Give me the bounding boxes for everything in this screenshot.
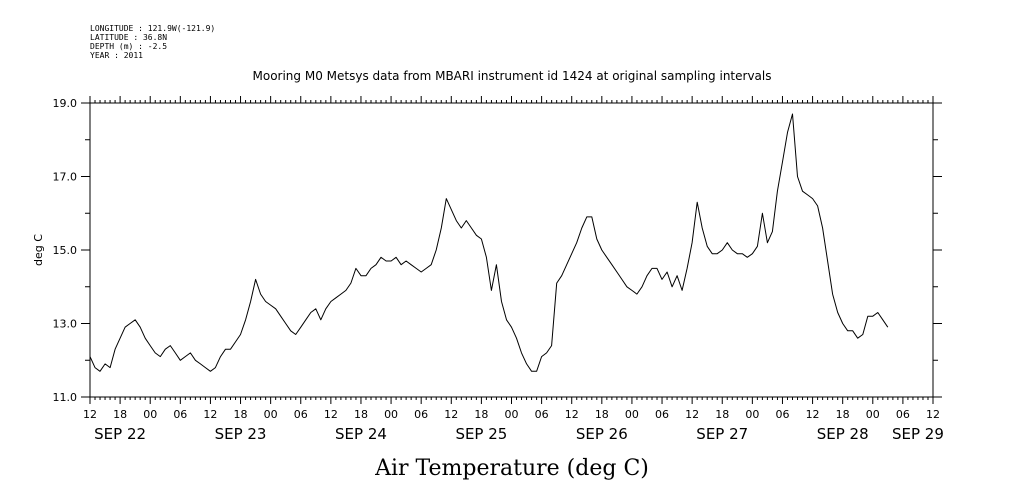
x-tick-label: 00 — [625, 408, 639, 421]
x-date-label: SEP 27 — [696, 425, 748, 443]
x-date-label: SEP 28 — [817, 425, 869, 443]
meta-line-latitude: LATITUDE : 36.8N — [90, 33, 167, 42]
x-tick-label: 00 — [745, 408, 759, 421]
x-tick-label: 18 — [113, 408, 127, 421]
x-date-label: SEP 24 — [335, 425, 387, 443]
axis-labels: 12 18 00 06 12 18 00 06 12 18 00 06 12 18 00 06 12 18 00 06… — [53, 97, 944, 443]
x-tick-label: 12 — [926, 408, 940, 421]
chart-title: Mooring M0 Metsys data from MBARI instru… — [253, 69, 772, 83]
x-date-label: SEP 29 — [892, 425, 944, 443]
plot-frame — [89, 102, 934, 398]
meta-line-year: YEAR : 2011 — [90, 51, 143, 60]
x-tick-label: 06 — [414, 408, 428, 421]
x-axis-label: Air Temperature (deg C) — [374, 456, 649, 481]
y-tick-label: 13.0 — [53, 318, 78, 331]
x-date-label: SEP 23 — [215, 425, 267, 443]
y-axis-label: deg C — [32, 234, 45, 266]
x-tick-label: 18 — [234, 408, 248, 421]
x-tick-label: 00 — [143, 408, 157, 421]
x-tick-label: 18 — [595, 408, 609, 421]
meta-line-longitude: LONGITUDE : 121.9W(-121.9) — [90, 24, 215, 33]
x-date-label: SEP 26 — [576, 425, 628, 443]
y-tick-label: 15.0 — [53, 244, 78, 257]
x-tick-label: 00 — [505, 408, 519, 421]
metadata-block: LONGITUDE : 121.9W(-121.9) LATITUDE : 36… — [90, 24, 215, 60]
x-tick-label: 00 — [264, 408, 278, 421]
x-tick-label: 06 — [655, 408, 669, 421]
y-tick-label: 11.0 — [53, 391, 78, 404]
x-tick-label: 12 — [324, 408, 338, 421]
x-tick-label: 00 — [384, 408, 398, 421]
x-tick-label: 06 — [173, 408, 187, 421]
meta-line-depth: DEPTH (m) : -2.5 — [90, 42, 167, 51]
x-tick-label: 06 — [896, 408, 910, 421]
x-tick-label: 06 — [775, 408, 789, 421]
x-tick-label: 06 — [294, 408, 308, 421]
x-tick-label: 18 — [354, 408, 368, 421]
x-tick-label: 18 — [836, 408, 850, 421]
y-tick-label: 19.0 — [53, 97, 78, 110]
x-tick-label: 12 — [83, 408, 97, 421]
x-tick-label: 12 — [685, 408, 699, 421]
x-tick-label: 00 — [866, 408, 880, 421]
axis-ticks — [81, 96, 942, 404]
x-tick-label: 18 — [474, 408, 488, 421]
x-tick-label: 06 — [535, 408, 549, 421]
x-tick-label: 12 — [806, 408, 820, 421]
x-tick-label: 18 — [715, 408, 729, 421]
x-date-label: SEP 22 — [94, 425, 146, 443]
x-tick-label: 12 — [203, 408, 217, 421]
x-date-label: SEP 25 — [455, 425, 507, 443]
y-tick-label: 17.0 — [53, 171, 78, 184]
x-tick-label: 12 — [444, 408, 458, 421]
series-layer — [89, 113, 889, 372]
series-line-air-temperature — [89, 113, 889, 372]
x-tick-label: 12 — [565, 408, 579, 421]
